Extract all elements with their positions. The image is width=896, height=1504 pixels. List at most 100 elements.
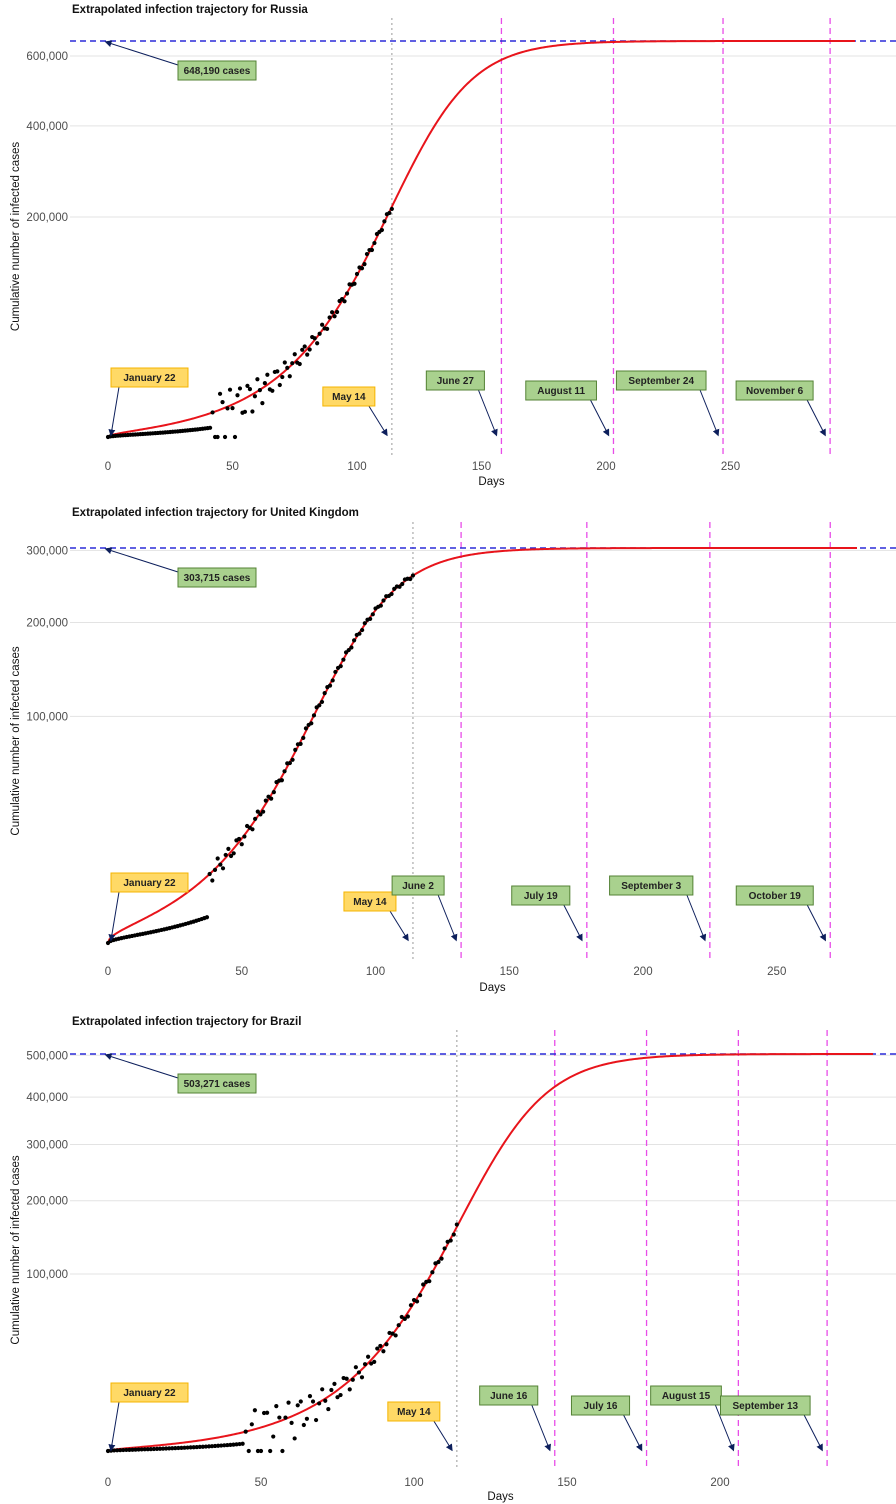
y-tick-label: 200,000	[26, 212, 68, 224]
observed-point	[309, 721, 314, 726]
observed-point	[293, 747, 298, 752]
observed-point	[381, 1349, 386, 1354]
observed-point	[237, 386, 243, 391]
annotation-label: September 24	[628, 376, 694, 387]
observed-point	[235, 393, 240, 398]
x-tick-label: 250	[721, 461, 740, 473]
observed-point	[121, 1447, 126, 1453]
observed-point	[378, 1343, 383, 1349]
observed-point	[302, 344, 307, 349]
observed-point	[372, 1359, 377, 1365]
observed-point	[279, 778, 284, 783]
y-axis-label: Cumulative number of infected cases	[10, 142, 22, 331]
observed-point	[271, 1434, 276, 1439]
annotation-january-22: January 22	[108, 367, 189, 437]
annotation-box	[110, 367, 189, 388]
x-axis-label: Days	[478, 476, 504, 488]
observed-point	[148, 1447, 153, 1452]
model-curve	[107, 40, 855, 438]
annotation-label: August 15	[662, 1391, 711, 1402]
y-tick-label: 300,000	[26, 545, 68, 557]
annotation-october-19: October 19	[735, 885, 826, 942]
observed-point	[115, 1448, 120, 1453]
final-size-arrow	[104, 1053, 179, 1079]
observed-point	[228, 1442, 233, 1447]
observed-point	[427, 1279, 432, 1284]
observed-point	[215, 856, 220, 861]
observed-point	[219, 1443, 224, 1448]
annotation-box	[570, 1395, 631, 1416]
annotation-box	[387, 1401, 441, 1422]
observed-point	[356, 1370, 362, 1375]
chart-title: Extrapolated infection trajectory for Br…	[72, 1016, 301, 1028]
final-size-callout: 648,190 cases	[104, 40, 257, 81]
final-size-box	[177, 60, 257, 81]
observed-point	[379, 227, 384, 233]
final-size-arrow	[104, 547, 179, 573]
annotation-label: September 3	[621, 881, 681, 892]
observed-point	[280, 374, 285, 380]
annotation-label: January 22	[123, 1388, 176, 1399]
annotation-arrow	[108, 1401, 120, 1452]
model-curve	[107, 1053, 873, 1452]
x-tick-label: 0	[105, 1477, 111, 1489]
x-tick-label: 0	[105, 966, 111, 978]
observed-point	[290, 361, 295, 366]
observed-point	[220, 866, 226, 871]
observed-point	[370, 612, 375, 617]
observed-point	[430, 1270, 435, 1275]
observed-point	[410, 573, 416, 578]
observed-point	[151, 1446, 156, 1452]
annotation-arrow	[806, 399, 826, 437]
observed-point	[253, 816, 258, 821]
annotation-july-16: July 16	[570, 1395, 643, 1452]
observed-point	[382, 219, 387, 224]
observed-point	[237, 1441, 242, 1447]
observed-point	[240, 1441, 245, 1446]
annotation-arrow	[433, 1420, 453, 1452]
observed-point	[222, 1443, 227, 1448]
observed-point	[298, 741, 303, 746]
y-tick-label: 100,000	[26, 711, 68, 723]
observed-point	[287, 760, 292, 766]
observed-point	[454, 1222, 459, 1227]
x-tick-label: 150	[557, 1477, 576, 1489]
annotation-june-27: June 27	[425, 370, 498, 437]
observed-point	[277, 1415, 282, 1420]
y-tick-label: 400,000	[26, 1092, 68, 1104]
observed-point	[160, 1446, 166, 1451]
final-size-label: 503,271 cases	[184, 1079, 251, 1090]
observed-point	[332, 314, 337, 319]
x-tick-label: 50	[226, 461, 239, 473]
annotation-august-11: August 11	[525, 380, 610, 437]
observed-point	[157, 1446, 163, 1451]
annotation-label: September 13	[733, 1401, 799, 1412]
observed-point	[405, 1314, 410, 1319]
observed-point	[399, 1314, 404, 1320]
observed-point	[127, 1447, 132, 1452]
final-size-callout: 303,715 cases	[104, 547, 257, 588]
observed-point	[290, 757, 295, 762]
observed-point	[349, 645, 354, 650]
annotation-arrow	[803, 1414, 823, 1452]
annotation-arrow	[108, 386, 120, 437]
observed-point	[360, 627, 365, 633]
annotation-box	[511, 885, 571, 906]
x-tick-label: 200	[710, 1477, 729, 1489]
observed-point	[227, 387, 233, 392]
observed-point	[384, 1342, 389, 1347]
observed-point	[222, 434, 228, 440]
observed-point	[451, 1232, 456, 1237]
observed-point	[207, 425, 213, 430]
annotation-box	[735, 885, 814, 906]
observed-point	[418, 1293, 423, 1298]
observed-point	[352, 281, 357, 286]
observed-point	[287, 374, 292, 379]
observed-point	[313, 1417, 319, 1423]
observed-point	[230, 406, 235, 411]
observed-point	[354, 271, 360, 277]
observed-point	[364, 251, 370, 257]
observed-point	[250, 409, 255, 414]
observed-point	[210, 410, 215, 415]
observed-point	[136, 1447, 141, 1452]
